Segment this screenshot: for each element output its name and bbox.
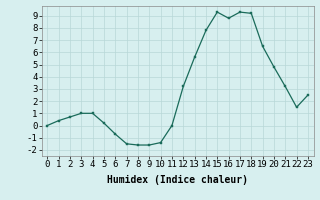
X-axis label: Humidex (Indice chaleur): Humidex (Indice chaleur) [107, 175, 248, 185]
